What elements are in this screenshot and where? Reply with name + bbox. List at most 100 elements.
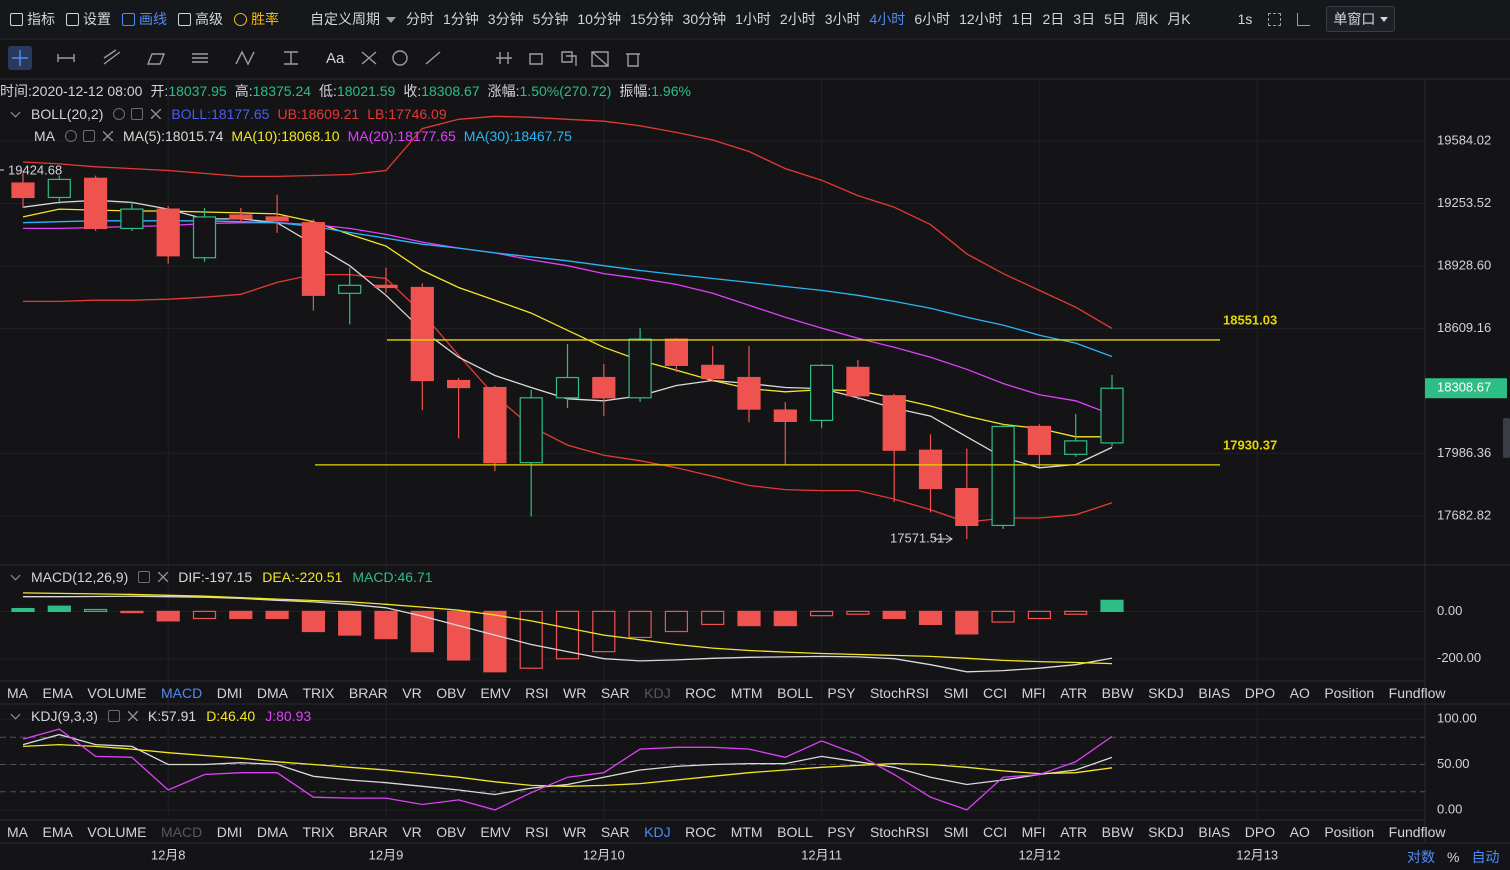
indicator-tab[interactable]: MACD <box>160 685 203 701</box>
period[interactable]: 6小时 <box>914 11 951 27</box>
period[interactable]: 1小时 <box>735 11 771 27</box>
menu-item[interactable]: 胜率 <box>251 11 279 27</box>
indicator-tab[interactable]: BIAS <box>1198 685 1231 701</box>
window-icon[interactable] <box>1297 12 1311 26</box>
indicator-tab[interactable]: AO <box>1289 685 1310 701</box>
indicator-tab[interactable]: MA <box>7 685 28 701</box>
indicator-tab[interactable]: Position <box>1324 685 1375 701</box>
indicator-tab[interactable]: DPO <box>1244 824 1276 840</box>
indicator-tab[interactable]: RSI <box>525 685 549 701</box>
indicator-tab[interactable]: SMI <box>943 824 969 840</box>
indicator-tab[interactable]: SAR <box>600 685 630 701</box>
indicator-tab[interactable]: WR <box>563 685 587 701</box>
indicator-tab[interactable]: VR <box>402 685 422 701</box>
indicator-tab[interactable]: CCI <box>982 685 1008 701</box>
indicator-tab[interactable]: VOLUME <box>87 685 147 701</box>
period[interactable]: 周K <box>1134 11 1159 27</box>
indicator-tab[interactable]: ATR <box>1060 685 1088 701</box>
custom-period[interactable]: 自定义周期 <box>310 11 380 27</box>
menu-item[interactable]: 画线 <box>139 11 167 27</box>
indicator-tab[interactable]: SMI <box>943 685 969 701</box>
indicator-tab[interactable]: DMI <box>216 824 243 840</box>
indicator-tab[interactable]: RSI <box>525 824 549 840</box>
indicator-tab[interactable]: TRIX <box>302 685 335 701</box>
period[interactable]: 10分钟 <box>577 11 621 27</box>
indicator-tab[interactable]: ATR <box>1060 824 1088 840</box>
scale-mode[interactable]: 自动 <box>1471 849 1500 865</box>
close-icon[interactable] <box>151 109 162 119</box>
indicator-tab[interactable]: ROC <box>685 824 717 840</box>
indicator-tab[interactable]: Fundflow <box>1388 824 1446 840</box>
period[interactable]: 4小时 <box>869 11 906 27</box>
indicator-tab[interactable]: SKDJ <box>1148 824 1184 840</box>
period[interactable]: 3分钟 <box>487 11 524 27</box>
indicator-tab[interactable]: Position <box>1324 824 1375 840</box>
indicator-tab[interactable]: Fundflow <box>1388 685 1446 701</box>
indicator-tab[interactable]: DMA <box>256 685 288 701</box>
indicator-tab[interactable]: KDJ <box>644 824 671 840</box>
indicator-tab[interactable]: EMV <box>480 824 511 840</box>
fullscreen-icon[interactable] <box>1268 12 1282 26</box>
indicator-tab[interactable]: TRIX <box>302 824 335 840</box>
scale-mode[interactable]: 对数 <box>1407 849 1435 865</box>
indicator-tab[interactable]: DMA <box>256 824 288 840</box>
indicator-tab[interactable]: SKDJ <box>1148 685 1184 701</box>
period[interactable]: 5分钟 <box>532 11 569 27</box>
indicator-tab[interactable]: BOLL <box>777 824 813 840</box>
menu-item[interactable]: 设置 <box>83 11 111 27</box>
scale-mode[interactable]: % <box>1447 849 1460 865</box>
indicator-tab[interactable]: MFI <box>1021 685 1046 701</box>
period[interactable]: 分时 <box>406 11 434 27</box>
period[interactable]: 5日 <box>1104 11 1126 27</box>
window-select[interactable]: 单窗口 <box>1326 6 1396 32</box>
period[interactable]: 12小时 <box>959 11 1003 27</box>
indicator-tab[interactable]: VR <box>402 824 422 840</box>
indicator-tab[interactable]: PSY <box>827 685 856 701</box>
indicator-tab[interactable]: DMI <box>216 685 243 701</box>
close-icon[interactable] <box>158 572 169 582</box>
period[interactable]: 2日 <box>1042 11 1065 27</box>
indicator-tab[interactable]: MA <box>7 824 28 840</box>
indicator-tab[interactable]: PSY <box>827 824 856 840</box>
indicator-tab[interactable]: AO <box>1289 824 1310 840</box>
period[interactable]: 1日 <box>1011 11 1034 27</box>
indicator-tab[interactable]: BIAS <box>1198 824 1231 840</box>
period[interactable]: 月K <box>1167 11 1191 27</box>
indicator-tab[interactable]: MTM <box>730 824 763 840</box>
indicator-tab[interactable]: BRAR <box>348 824 388 840</box>
period[interactable]: 2小时 <box>779 11 816 27</box>
indicator-tab[interactable]: OBV <box>436 824 466 840</box>
indicator-tab[interactable]: EMV <box>480 685 511 701</box>
menu-item[interactable]: 指标 <box>27 11 55 27</box>
indicator-tab[interactable]: BBW <box>1101 685 1134 701</box>
indicator-tab[interactable]: DPO <box>1244 685 1276 701</box>
period[interactable]: 3小时 <box>824 11 861 27</box>
period[interactable]: 30分钟 <box>682 11 727 27</box>
indicator-tab[interactable]: BOLL <box>777 685 813 701</box>
scroll-handle[interactable] <box>1503 418 1510 458</box>
period[interactable]: 1分钟 <box>443 11 479 27</box>
indicator-tab[interactable]: EMA <box>42 824 73 840</box>
indicator-tab[interactable]: ROC <box>685 685 717 701</box>
indicator-tab[interactable]: MACD <box>160 824 203 840</box>
interval[interactable]: 1s <box>1237 11 1253 27</box>
close-icon[interactable] <box>103 131 113 141</box>
indicator-tab[interactable]: WR <box>563 824 587 840</box>
text-tool[interactable]: Aa <box>326 50 345 67</box>
indicator-tab[interactable]: OBV <box>436 685 466 701</box>
indicator-tab[interactable]: MTM <box>730 685 763 701</box>
indicator-tab[interactable]: SAR <box>600 824 630 840</box>
indicator-tab[interactable]: StochRSI <box>869 824 930 840</box>
menu-item[interactable]: 高级 <box>195 11 223 27</box>
indicator-tab[interactable]: CCI <box>982 824 1008 840</box>
indicator-tab[interactable]: BRAR <box>348 685 388 701</box>
indicator-tab[interactable]: EMA <box>42 685 73 701</box>
indicator-tab[interactable]: VOLUME <box>87 824 147 840</box>
period[interactable]: 3日 <box>1073 11 1096 27</box>
indicator-tab[interactable]: StochRSI <box>869 685 930 701</box>
indicator-tab[interactable]: BBW <box>1101 824 1134 840</box>
indicator-tab[interactable]: KDJ <box>644 685 671 701</box>
period[interactable]: 15分钟 <box>629 11 674 27</box>
close-icon[interactable] <box>127 711 138 721</box>
indicator-tab[interactable]: MFI <box>1021 824 1046 840</box>
